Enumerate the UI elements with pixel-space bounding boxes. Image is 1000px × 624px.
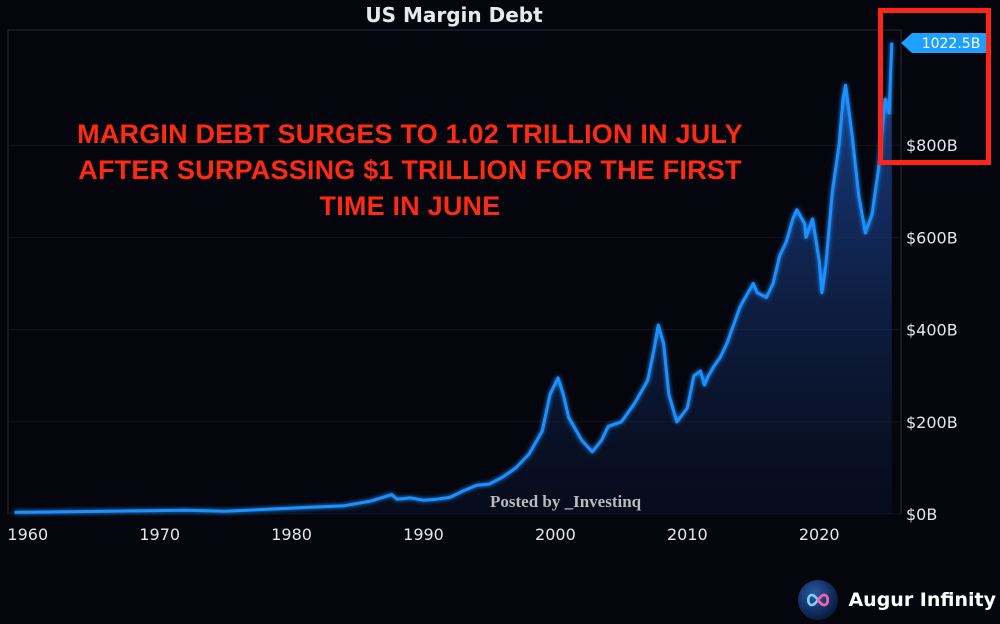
series-line <box>14 42 894 514</box>
brand-logo-block: Augur Infinity <box>798 580 996 620</box>
y-tick-label: $800B <box>906 136 958 155</box>
x-tick-label: 2010 <box>667 525 708 544</box>
x-tick-label: 2020 <box>799 525 840 544</box>
x-tick-label: 1960 <box>7 525 48 544</box>
latest-value-badge: 1022.5B <box>901 33 990 53</box>
headline-line-1: MARGIN DEBT SURGES TO 1.02 TRILLION IN J… <box>77 119 743 149</box>
y-tick-label: $400B <box>906 321 958 340</box>
y-tick-label: $600B <box>906 228 958 247</box>
headline-annotation: MARGIN DEBT SURGES TO 1.02 TRILLION IN J… <box>20 116 800 224</box>
highlight-box <box>878 8 991 165</box>
brand-name: Augur Infinity <box>848 589 996 611</box>
x-tick-label: 1990 <box>403 525 444 544</box>
x-tick-label: 2000 <box>535 525 576 544</box>
x-tick-label: 1970 <box>139 525 180 544</box>
x-tick-label: 1980 <box>271 525 312 544</box>
posted-by-watermark: Posted by _Investinq <box>490 492 642 511</box>
x-axis-ticks: 1960 1970 1980 1990 2000 2010 2020 <box>7 525 839 544</box>
latest-value-label: 1022.5B <box>922 36 981 52</box>
y-tick-label: $0B <box>906 505 937 524</box>
y-axis-ticks: $0B $200B $400B $600B $800B <box>906 136 958 524</box>
series-area <box>14 42 892 514</box>
chart-title: US Margin Debt <box>365 3 543 27</box>
headline-line-3: TIME IN JUNE <box>319 191 501 221</box>
y-tick-label: $200B <box>906 413 958 432</box>
headline-line-2: AFTER SURPASSING $1 TRILLION FOR THE FIR… <box>78 155 742 185</box>
infinity-icon <box>798 580 839 620</box>
